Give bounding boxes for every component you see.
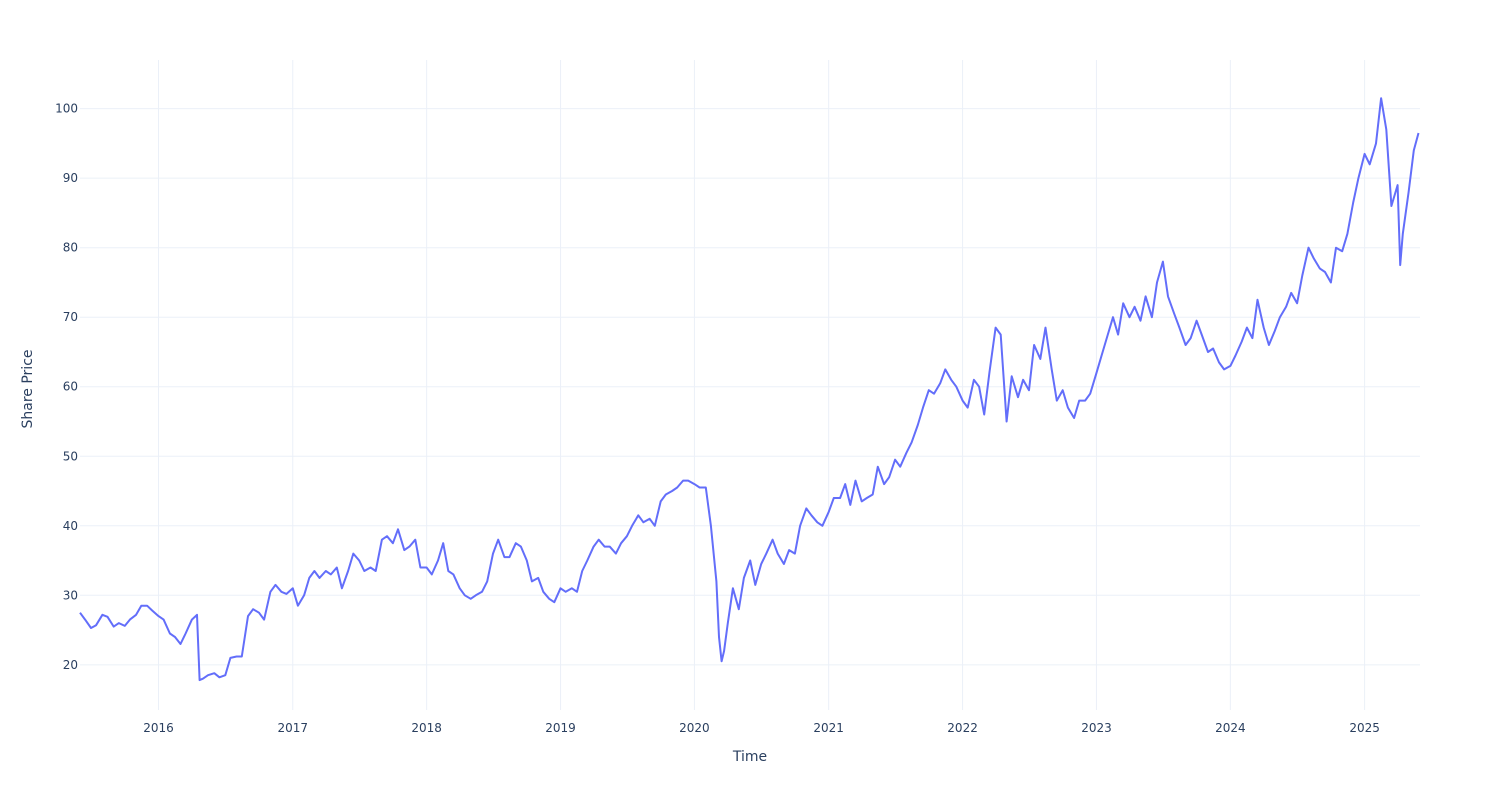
x-tick-label: 2023	[1081, 721, 1112, 735]
x-tick-label: 2018	[411, 721, 442, 735]
horizontal-gridlines	[80, 108, 1420, 666]
series-layer	[79, 97, 1420, 682]
x-axis-title: Time	[732, 749, 767, 765]
x-tick-label: 2024	[1215, 721, 1246, 735]
y-tick-label: 80	[63, 241, 78, 255]
x-tick-label: 2016	[143, 721, 174, 735]
vertical-gridlines	[157, 60, 1366, 710]
y-tick-label: 90	[63, 171, 78, 185]
x-tick-label: 2025	[1349, 721, 1380, 735]
y-axis-title: Share Price	[20, 349, 36, 428]
y-axis-tick-labels: 20 30 40 50 60 70 80 90 100	[55, 102, 78, 672]
y-tick-label: 100	[55, 102, 78, 116]
y-tick-label: 30	[63, 588, 78, 602]
share-price-series-line	[79, 97, 1420, 682]
y-tick-label: 60	[63, 380, 78, 394]
y-tick-label: 50	[63, 449, 78, 463]
x-tick-label: 2019	[545, 721, 576, 735]
x-tick-label: 2021	[813, 721, 844, 735]
x-tick-label: 2020	[679, 721, 710, 735]
y-tick-label: 40	[63, 519, 78, 533]
y-tick-label: 70	[63, 310, 78, 324]
x-axis-tick-labels: 2016 2017 2018 2019 2020 2021 2022 2023 2024 2025	[143, 721, 1380, 735]
x-tick-label: 2017	[277, 721, 308, 735]
y-tick-label: 20	[63, 658, 78, 672]
x-tick-label: 2022	[947, 721, 978, 735]
